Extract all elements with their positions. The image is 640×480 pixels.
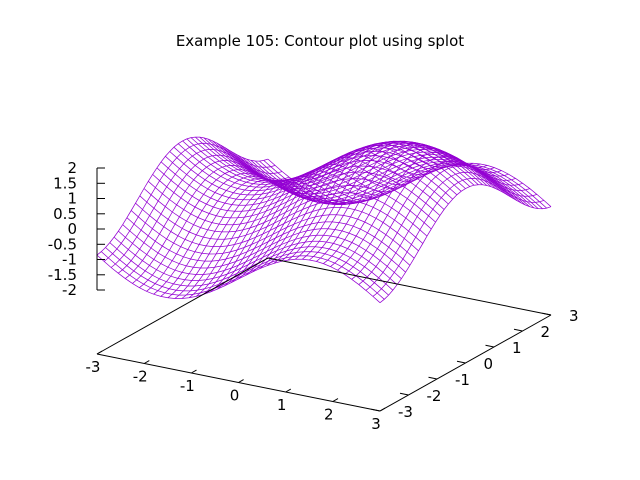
mesh-line-y <box>254 160 539 209</box>
mesh-line-x <box>379 184 552 303</box>
z-tick-label: -0.5 <box>48 235 77 253</box>
mesh-line-y <box>246 158 530 207</box>
y-tick-label: 3 <box>569 307 579 325</box>
y-tick-label: -1 <box>455 371 470 389</box>
back-left-edge <box>96 257 269 355</box>
z-tick-label: 0.5 <box>53 205 77 223</box>
mesh-line-y <box>122 224 406 273</box>
mesh-line-y <box>126 217 411 266</box>
y-tick-label: -2 <box>427 387 442 405</box>
x-tick-label: 2 <box>324 406 334 424</box>
mesh-line-y <box>96 254 381 303</box>
x-tick-mark <box>285 388 292 393</box>
y-tick-label: 0 <box>484 355 494 373</box>
mesh-line-y <box>233 152 518 201</box>
mesh-line-y <box>105 247 389 296</box>
x-tick-label: 1 <box>277 396 287 414</box>
z-tick-label: 1.5 <box>53 174 77 192</box>
z-tick-label: -1.5 <box>48 266 77 284</box>
axes: -3-2-10123-3-2-1012321.510.50-0.5-1-1.5-… <box>48 159 579 433</box>
mesh-line-y <box>267 158 552 207</box>
mesh-line-y <box>169 151 453 200</box>
mesh-line-y <box>199 136 483 186</box>
surface-mesh <box>96 136 552 303</box>
mesh-line-x <box>117 154 290 274</box>
x-tick-label: 0 <box>230 387 240 405</box>
y-tick-mark <box>485 344 495 348</box>
mesh-line-y <box>250 160 535 209</box>
x-tick-label: -3 <box>86 358 101 376</box>
x-tick-mark <box>96 350 103 355</box>
mesh-line-y <box>113 236 398 285</box>
mesh-line-y <box>139 195 424 244</box>
mesh-line-y <box>101 251 385 300</box>
x-tick-mark <box>332 398 339 402</box>
z-tick-label: 1 <box>67 190 77 208</box>
mesh-line-y <box>135 202 419 252</box>
mesh-line-y <box>152 174 436 223</box>
mesh-line-y <box>143 188 428 237</box>
mesh-line-y <box>130 210 415 259</box>
mesh-line-y <box>109 242 394 291</box>
mesh-line-y <box>118 230 402 279</box>
z-tick-label: -2 <box>62 281 77 299</box>
mesh-line-y <box>259 160 543 209</box>
y-tick-label: 1 <box>512 339 522 357</box>
y-tick-mark <box>371 408 381 412</box>
x-tick-mark <box>379 407 386 412</box>
y-tick-label: 2 <box>541 323 551 341</box>
x-tick-mark <box>143 360 150 364</box>
mesh-line-y <box>263 160 547 209</box>
y-tick-mark <box>399 392 409 396</box>
back-edge <box>267 257 552 316</box>
z-tick-label: 2 <box>67 159 77 177</box>
y-tick-mark <box>456 360 466 364</box>
x-tick-mark <box>238 379 244 383</box>
chart-title: Example 105: Contour plot using splot <box>176 32 464 50</box>
x-tick-label: -1 <box>180 377 195 395</box>
z-tick-label: -1 <box>62 251 77 269</box>
x-tick-label: -2 <box>133 368 148 386</box>
y-tick-mark <box>542 312 552 316</box>
x-tick-mark <box>191 369 197 374</box>
y-tick-mark <box>513 328 523 332</box>
z-tick-label: 0 <box>67 220 77 238</box>
y-tick-mark <box>428 376 438 380</box>
y-tick-label: -3 <box>398 403 413 421</box>
mesh-line-y <box>186 138 471 187</box>
x-tick-label: 3 <box>371 415 381 433</box>
mesh-line-y <box>190 137 475 186</box>
